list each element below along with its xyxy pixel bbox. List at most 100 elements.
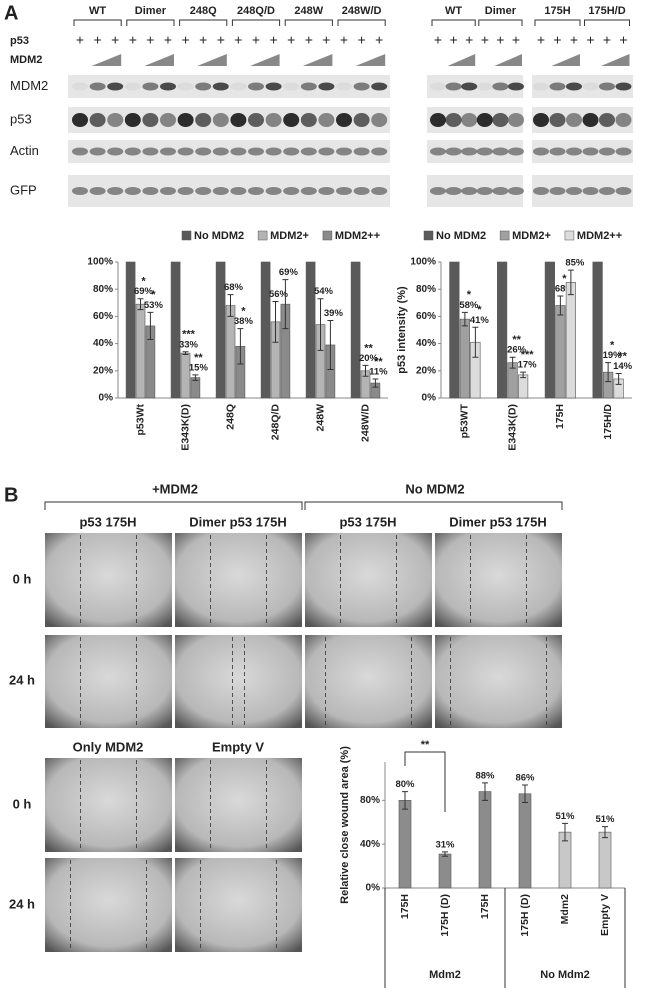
- plus-sign: +: [586, 32, 594, 48]
- blot-band: [160, 147, 176, 156]
- legend-label: MDM2+: [512, 230, 551, 242]
- legend-swatch: [257, 230, 268, 241]
- value-label: 69%: [279, 267, 299, 278]
- column-label: Only MDM2: [73, 739, 144, 754]
- blot-band: [318, 82, 335, 91]
- group-label: Mdm2: [429, 969, 461, 981]
- plus-sign: +: [512, 32, 520, 48]
- blot-band: [599, 147, 615, 156]
- error-bar: [461, 311, 468, 327]
- plus-sign: +: [164, 32, 172, 48]
- error-bar: [442, 851, 448, 857]
- error-bar: [557, 295, 564, 316]
- blot-band: [353, 147, 370, 156]
- legend-swatch: [499, 230, 510, 241]
- blot-band: [445, 187, 462, 195]
- blot-band: [549, 147, 566, 156]
- bar: [518, 793, 532, 889]
- plus-sign: +: [287, 32, 295, 48]
- blot-band: [300, 147, 317, 156]
- x-tick-label: E343K(D): [506, 404, 518, 451]
- value-label: 85%: [565, 258, 585, 269]
- bar: [180, 352, 191, 399]
- bar: [125, 261, 136, 399]
- blot-band: [371, 187, 388, 195]
- error-bar: [137, 298, 144, 311]
- x-tick-label: 175H (D): [439, 894, 451, 937]
- blot-band: [195, 187, 212, 195]
- blot-band: [160, 187, 176, 195]
- value-label: 54%: [314, 286, 334, 297]
- x-tick-label: 175H: [554, 404, 566, 429]
- y-tick-label: 40%: [416, 338, 436, 349]
- blot-band: [430, 113, 446, 127]
- blot-band: [430, 187, 446, 195]
- error-bar: [605, 362, 612, 383]
- error-bar: [482, 782, 488, 801]
- blot-band: [107, 82, 124, 91]
- plus-sign: +: [340, 32, 348, 48]
- panel-label: B: [4, 484, 18, 506]
- significance: **: [194, 352, 203, 364]
- y-tick-label: 20%: [93, 365, 113, 376]
- error-bar: [362, 364, 369, 377]
- y-tick-label: 0%: [99, 393, 114, 404]
- bar: [544, 261, 555, 399]
- column-label: p53 175H: [339, 514, 396, 529]
- significance: **: [364, 342, 373, 354]
- blot-band: [533, 187, 549, 195]
- blot-band: [195, 113, 212, 127]
- error-bar: [562, 822, 568, 842]
- mdm2-wedge: [494, 54, 522, 66]
- blot-band: [300, 82, 317, 91]
- micrograph: [435, 635, 562, 728]
- blot-band: [124, 147, 141, 156]
- legend-label: MDM2++: [577, 230, 622, 242]
- blot-band: [582, 82, 599, 91]
- blot-band: [89, 82, 106, 91]
- value-label: 51%: [555, 811, 575, 822]
- blot-band: [265, 82, 282, 91]
- mdm2-wedge: [197, 54, 227, 66]
- condition-bracket: [304, 501, 563, 510]
- bar: [555, 305, 566, 399]
- micrograph: [305, 533, 432, 627]
- micrograph: [45, 533, 172, 627]
- value-label: 20%: [359, 353, 379, 364]
- group-bracket: [284, 19, 333, 26]
- plus-sign: +: [603, 32, 611, 48]
- value-label: 68%: [224, 282, 244, 293]
- blot-band: [615, 187, 632, 195]
- blot-band: [283, 187, 300, 195]
- bar: [398, 800, 412, 889]
- blot-band: [461, 113, 478, 127]
- x-tick-label: 248Q/D: [269, 404, 281, 441]
- y-tick-label: 60%: [416, 311, 436, 322]
- blot-strip: [68, 140, 390, 163]
- error-bar: [272, 300, 279, 343]
- blot-band: [72, 147, 88, 156]
- x-tick-label: 175H (D): [519, 894, 531, 937]
- significance-bracket: [404, 751, 446, 812]
- value-label: 88%: [475, 770, 495, 781]
- treatment-label: p53: [10, 35, 29, 47]
- bar: [170, 261, 181, 399]
- y-axis-label: p53 intensity (%): [396, 286, 408, 374]
- group-label: 248Q/D: [237, 5, 275, 17]
- y-tick-label: 80%: [93, 284, 113, 295]
- group-label: 175H/D: [588, 5, 625, 17]
- group-bracket: [431, 19, 476, 26]
- significance: **: [512, 334, 521, 346]
- value-label: 80%: [395, 779, 415, 790]
- group-bracket: [231, 19, 281, 26]
- x-tick-label: 248W/D: [359, 404, 371, 442]
- group-label: 248Q: [190, 5, 217, 17]
- blot-band: [124, 187, 141, 195]
- time-label: 24 h: [9, 672, 35, 687]
- blot-band: [445, 147, 462, 156]
- blot-band: [353, 82, 370, 91]
- blot-band: [177, 187, 194, 195]
- error-bar: [567, 269, 574, 296]
- significance: *: [562, 273, 567, 285]
